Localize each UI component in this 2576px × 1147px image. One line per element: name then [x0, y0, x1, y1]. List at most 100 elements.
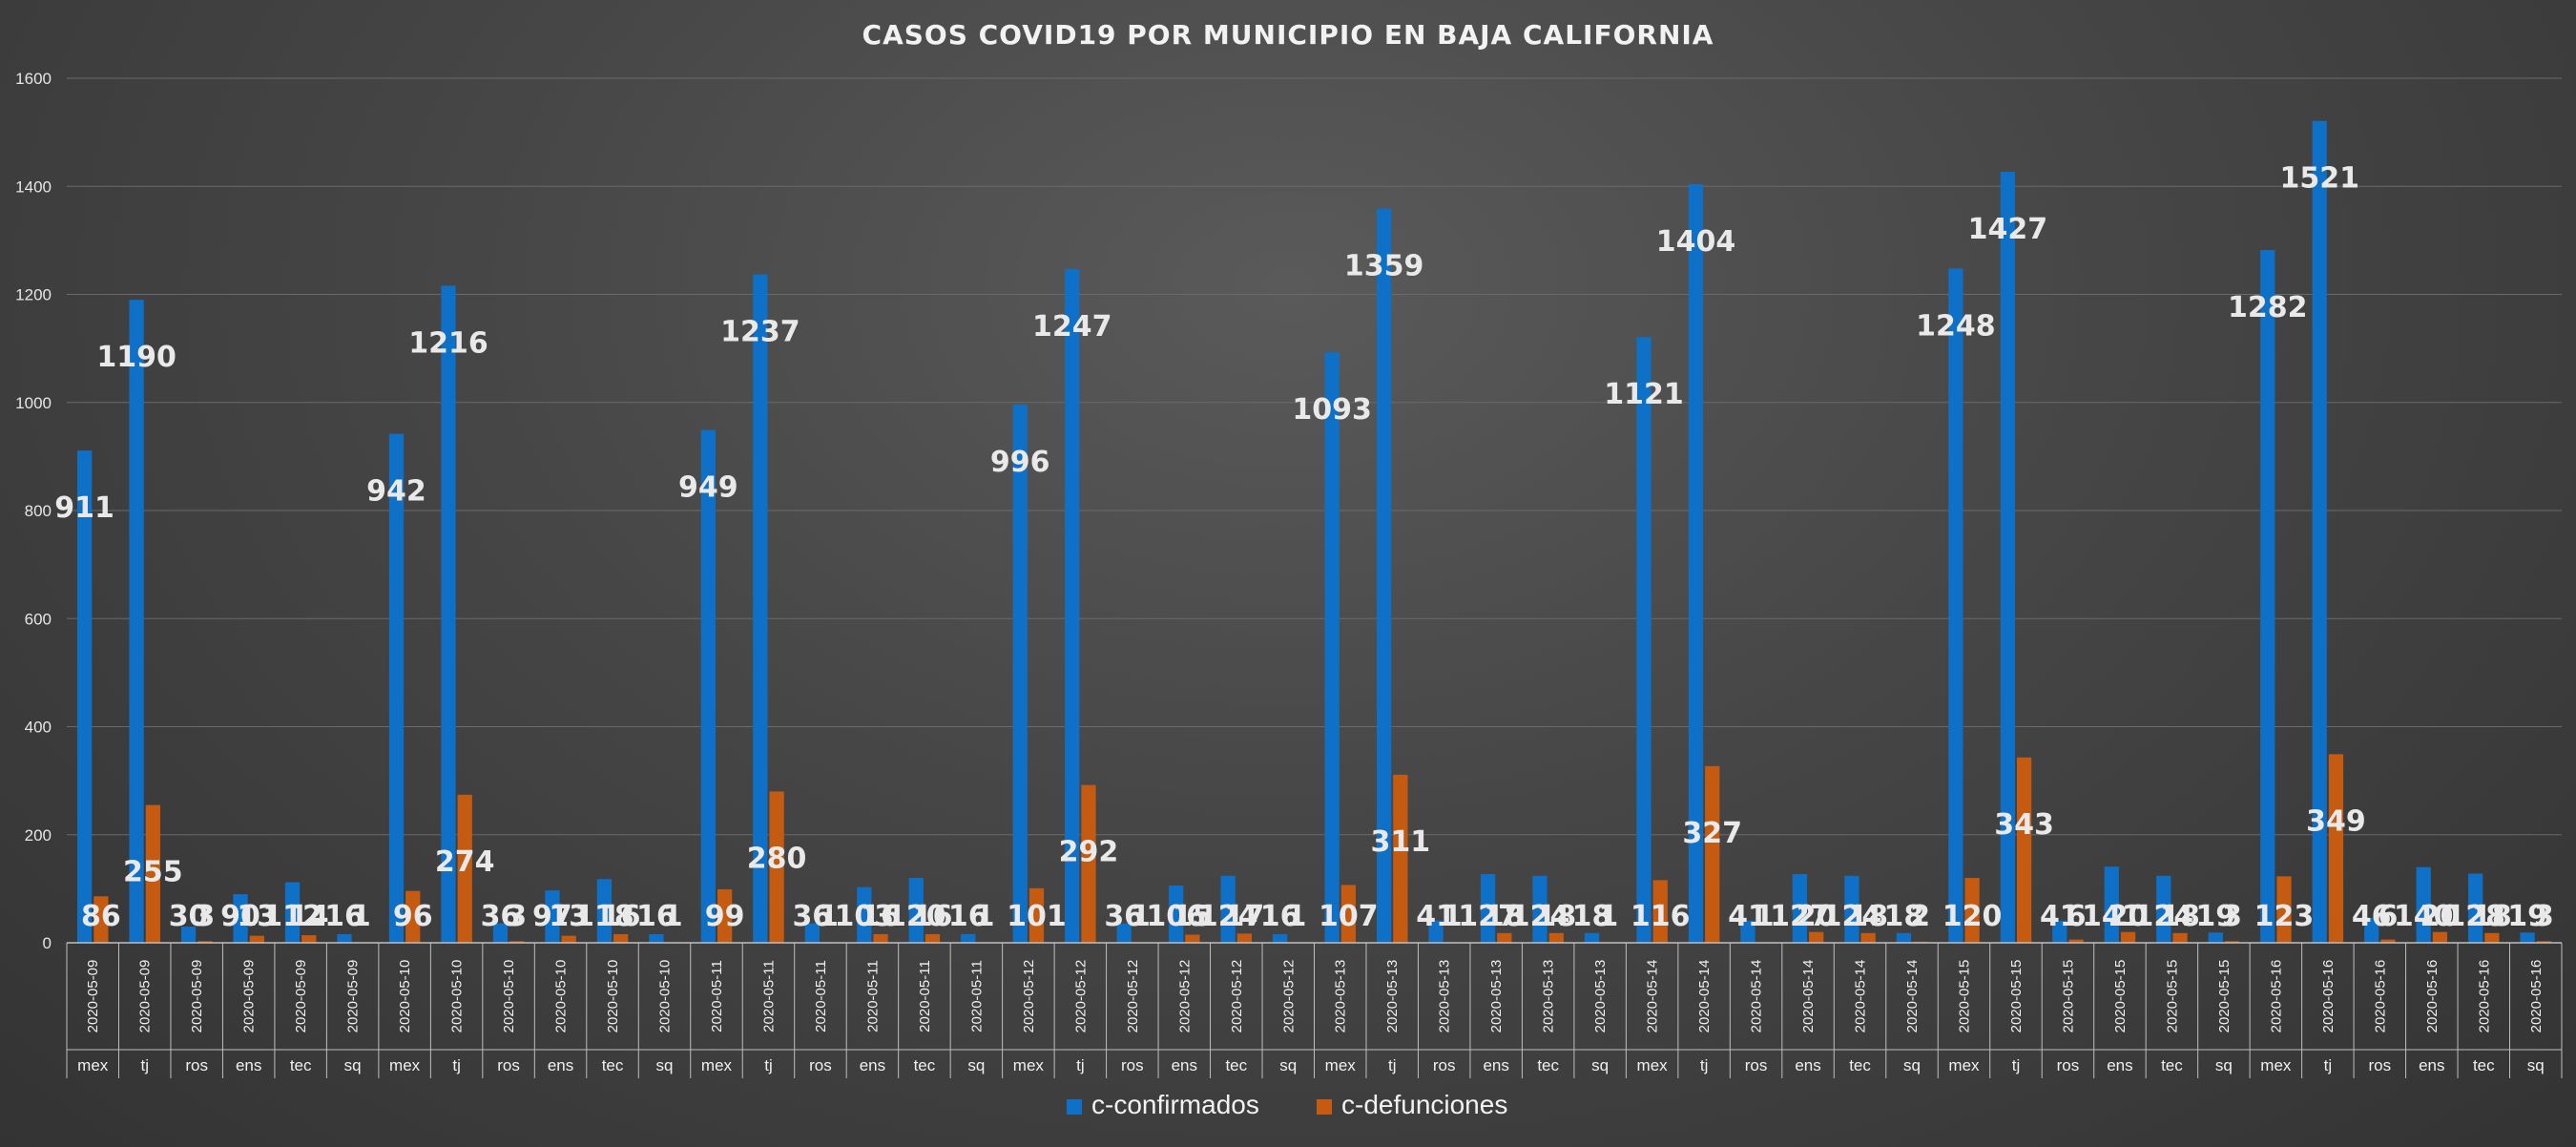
- x-tick-municipio: sq: [1591, 1056, 1609, 1074]
- bar-c-confirmados: [545, 890, 560, 943]
- data-label-c-defunciones: 1: [975, 900, 995, 933]
- y-tick-label: 1600: [15, 70, 52, 88]
- data-label-c-confirmados: 16: [1260, 900, 1300, 933]
- data-label-c-confirmados: 19: [2507, 900, 2547, 933]
- data-label-c-confirmados: 1359: [1344, 249, 1424, 282]
- x-tick-municipio: tec: [1849, 1056, 1871, 1074]
- x-tick-date: 2020-05-09: [85, 960, 101, 1033]
- data-label-c-confirmados: 16: [636, 900, 676, 933]
- x-tick-date: 2020-05-15: [2164, 960, 2180, 1033]
- data-label-c-confirmados: 106: [1146, 900, 1206, 933]
- bar-c-defunciones: [1185, 934, 1200, 943]
- data-label-c-defunciones: 1: [1755, 900, 1775, 933]
- bar-c-defunciones: [2224, 941, 2240, 943]
- data-label-c-defunciones: 6: [2067, 900, 2087, 933]
- bar-c-defunciones: [1393, 774, 1408, 943]
- y-tick-label: 1200: [15, 286, 52, 304]
- x-tick-municipio: sq: [2527, 1056, 2545, 1074]
- x-tick-municipio: tec: [914, 1056, 936, 1074]
- data-label-c-confirmados: 127: [1770, 900, 1830, 933]
- x-tick-date: 2020-05-12: [1229, 960, 1245, 1033]
- data-label-c-confirmados: 97: [532, 900, 572, 933]
- x-tick-date: 2020-05-09: [293, 960, 309, 1033]
- bar-c-confirmados: [441, 285, 456, 943]
- bar-c-confirmados: [2104, 866, 2119, 943]
- x-tick-date: 2020-05-15: [2112, 960, 2129, 1033]
- bar-c-confirmados: [2312, 120, 2327, 943]
- data-label-c-defunciones: 16: [601, 900, 641, 933]
- data-label-c-confirmados: 18: [1572, 900, 1612, 933]
- x-tick-date: 2020-05-12: [1125, 960, 1141, 1033]
- bar-c-confirmados: [1480, 874, 1496, 943]
- data-label-c-defunciones: 18: [1536, 900, 1576, 933]
- x-tick-date: 2020-05-09: [189, 960, 205, 1033]
- x-tick-date: 2020-05-11: [813, 960, 829, 1032]
- bar-c-confirmados: [1428, 920, 1444, 943]
- data-label-c-confirmados: 124: [1510, 900, 1570, 933]
- x-tick-date: 2020-05-10: [553, 960, 570, 1033]
- x-tick-date: 2020-05-16: [2320, 960, 2337, 1033]
- bar-c-defunciones: [613, 933, 629, 943]
- bar-c-confirmados: [1012, 405, 1028, 943]
- x-tick-date: 2020-05-13: [1384, 960, 1401, 1033]
- x-tick-municipio: ens: [2419, 1056, 2444, 1074]
- x-tick-municipio: tj: [2324, 1056, 2333, 1074]
- data-label-c-confirmados: 1282: [2228, 291, 2308, 324]
- bar-c-confirmados: [1324, 352, 1340, 943]
- x-tick-date: 2020-05-11: [968, 960, 985, 1032]
- x-tick-date: 2020-05-11: [917, 960, 933, 1032]
- data-label-c-confirmados: 41: [1728, 900, 1768, 933]
- x-tick-municipio: mex: [1637, 1056, 1669, 1074]
- legend-item-c-defunciones: c-defunciones: [1317, 1090, 1507, 1119]
- data-label-c-defunciones: 3: [2534, 900, 2554, 933]
- x-tick-date: 2020-05-11: [864, 960, 881, 1032]
- bar-c-confirmados: [1584, 932, 1600, 943]
- data-label-c-defunciones: 274: [435, 845, 495, 879]
- bar-c-confirmados: [2468, 873, 2483, 943]
- data-label-c-confirmados: 36: [1104, 900, 1144, 933]
- x-tick-municipio: tec: [1537, 1056, 1559, 1074]
- data-label-c-confirmados: 41: [1416, 900, 1456, 933]
- data-label-c-confirmados: 36: [792, 900, 832, 933]
- data-label-c-confirmados: 112: [262, 900, 322, 933]
- bar-c-defunciones: [1809, 931, 1824, 943]
- x-tick-date: 2020-05-10: [605, 960, 621, 1033]
- bar-c-confirmados: [1376, 208, 1392, 943]
- x-tick-date: 2020-05-13: [1592, 960, 1609, 1033]
- bar-c-confirmados: [961, 933, 976, 943]
- x-tick-municipio: tec: [602, 1056, 624, 1074]
- data-label-c-defunciones: 20: [2420, 900, 2461, 933]
- x-tick-municipio: ros: [2057, 1056, 2080, 1074]
- x-tick-date: 2020-05-15: [1956, 960, 1972, 1033]
- bar-c-defunciones: [1497, 932, 1512, 943]
- x-tick-date: 2020-05-14: [1696, 960, 1713, 1033]
- x-tick-date: 2020-05-14: [1800, 960, 1817, 1033]
- data-label-c-defunciones: 16: [861, 900, 901, 933]
- x-tick-municipio: sq: [1903, 1056, 1921, 1074]
- data-label-c-defunciones: 6: [2379, 900, 2399, 933]
- x-tick-municipio: mex: [1325, 1056, 1357, 1074]
- x-tick-municipio: tj: [140, 1056, 149, 1074]
- x-tick-date: 2020-05-12: [1176, 960, 1193, 1033]
- data-label-c-defunciones: 20: [1797, 900, 1837, 933]
- data-label-c-defunciones: 18: [2160, 900, 2200, 933]
- data-label-c-confirmados: 46: [2352, 900, 2392, 933]
- data-label-c-confirmados: 996: [990, 446, 1050, 479]
- bar-c-confirmados: [804, 923, 820, 943]
- bar-c-confirmados: [649, 933, 664, 943]
- bar-c-defunciones: [1081, 784, 1096, 943]
- bar-c-confirmados: [2520, 932, 2535, 943]
- bar-c-defunciones: [2380, 939, 2396, 943]
- data-label-c-confirmados: 128: [2445, 900, 2505, 933]
- bar-c-confirmados: [1896, 932, 1912, 943]
- x-tick-municipio: sq: [967, 1056, 985, 1074]
- x-tick-municipio: ens: [2107, 1056, 2132, 1074]
- data-label-c-confirmados: 1247: [1032, 310, 1112, 344]
- bar-c-confirmados: [337, 933, 352, 943]
- data-label-c-defunciones: 18: [2472, 900, 2512, 933]
- chart-title: CASOS COVID19 POR MUNICIPIO EN BAJA CALI…: [862, 19, 1714, 51]
- data-label-c-confirmados: 949: [678, 471, 738, 505]
- bar-c-confirmados: [596, 879, 613, 943]
- data-label-c-defunciones: 14: [289, 900, 329, 933]
- x-tick-municipio: sq: [656, 1056, 674, 1074]
